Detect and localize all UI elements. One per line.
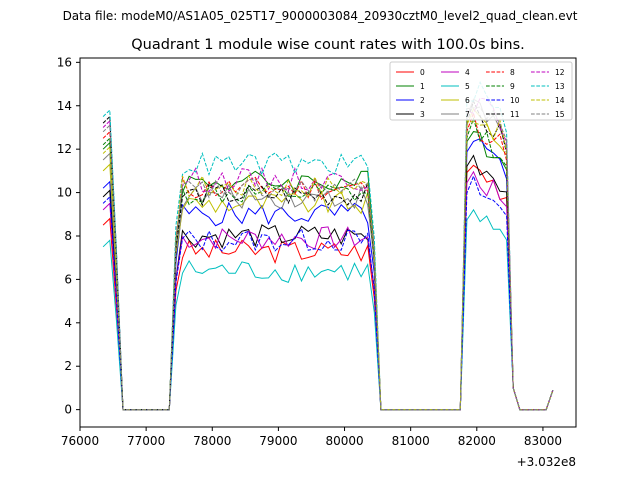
legend-label-3: 3 <box>420 110 425 119</box>
legend-label-5: 5 <box>465 82 470 91</box>
chart-title: Quadrant 1 module wise count rates with … <box>131 37 525 53</box>
y-tick-label: 4 <box>64 316 72 330</box>
y-tick-label: 8 <box>64 229 72 243</box>
legend-label-4: 4 <box>465 68 470 77</box>
x-axis: 76000 77000 78000 79000 80000 81000 82000 83000 <box>61 427 562 448</box>
legend-label-2: 2 <box>420 96 425 105</box>
series-line-2 <box>102 138 554 411</box>
x-tick-label: 79000 <box>259 434 297 448</box>
x-tick-label: 80000 <box>325 434 363 448</box>
y-tick-label: 16 <box>57 55 72 69</box>
y-tick-label: 14 <box>57 99 72 113</box>
legend-label-1: 1 <box>420 82 425 91</box>
y-tick-label: 10 <box>57 186 72 200</box>
axes-frame <box>79 57 577 428</box>
series-line-9 <box>102 117 554 411</box>
legend-label-15: 15 <box>555 110 565 119</box>
x-tick-label: 83000 <box>524 434 562 448</box>
x-tick-label: 76000 <box>61 434 99 448</box>
legend-label-14: 14 <box>555 96 565 105</box>
x-tick-label: 81000 <box>392 434 430 448</box>
legend-label-7: 7 <box>465 110 470 119</box>
y-tick-label: 0 <box>64 403 72 417</box>
legend-label-11: 11 <box>510 110 520 119</box>
x-tick-label: 78000 <box>193 434 231 448</box>
y-tick-label: 2 <box>64 359 72 373</box>
y-axis: 0 2 4 6 8 10 12 14 16 <box>57 55 80 417</box>
series-line-10 <box>102 174 554 411</box>
legend-label-12: 12 <box>555 68 565 77</box>
x-axis-offset-label: +3.032e8 <box>517 455 576 469</box>
y-tick-label: 12 <box>57 142 72 156</box>
x-tick-label: 82000 <box>458 434 496 448</box>
legend-label-9: 9 <box>510 82 515 91</box>
x-tick-label: 77000 <box>127 434 165 448</box>
legend-label-0: 0 <box>420 68 425 77</box>
legend-label-6: 6 <box>465 96 470 105</box>
y-tick-label: 6 <box>64 272 72 286</box>
legend-label-13: 13 <box>555 82 565 91</box>
plot-area: 76000 77000 78000 79000 80000 81000 82000 83000… <box>57 55 577 469</box>
series-line-5 <box>102 208 554 411</box>
series-line-14 <box>102 118 554 411</box>
legend-label-8: 8 <box>510 68 515 77</box>
legend-box <box>389 61 573 121</box>
series-line-13 <box>102 81 554 411</box>
series-line-4 <box>102 170 554 411</box>
legend-label-10: 10 <box>510 96 520 105</box>
figure-suptitle: Data file: modeM0/AS1A05_025T17_90000030… <box>63 9 578 23</box>
